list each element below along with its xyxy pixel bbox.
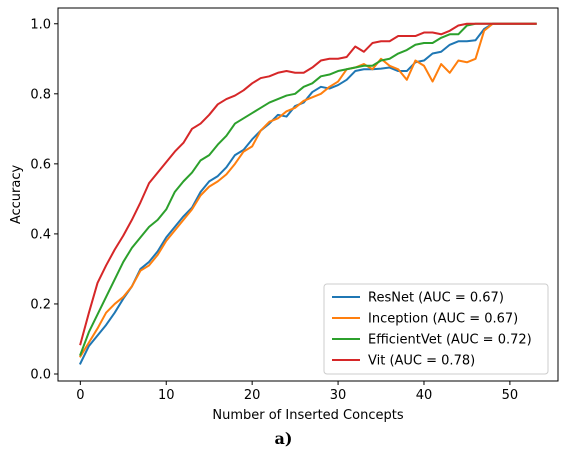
legend-entry-1: Inception (AUC = 0.67) (368, 312, 518, 327)
y-axis-label: Accuracy (9, 165, 24, 225)
legend-box (323, 283, 549, 375)
y-tick-label: 1.0 (30, 17, 51, 32)
figure-caption: a) (274, 429, 293, 448)
y-tick-label: 0.0 (30, 367, 51, 382)
plot-frame (57, 7, 559, 382)
series-layer (78, 22, 537, 365)
legend-entry-2: EfficientVet (AUC = 0.72) (368, 333, 532, 348)
legend-entry-0: ResNet (AUC = 0.67) (368, 291, 504, 306)
x-tick-label: 10 (158, 388, 175, 403)
x-tick-label: 30 (330, 388, 347, 403)
legend: ResNet (AUC = 0.67) Inception (AUC = 0.67… (323, 283, 549, 375)
y-axis-ticks: 0.0 0.2 0.4 0.6 0.8 1.0 (30, 17, 58, 382)
x-tick-label: 50 (502, 388, 519, 403)
x-tick-label: 0 (76, 388, 84, 403)
series-line-3 (79, 22, 537, 346)
y-tick-label: 0.8 (30, 87, 51, 102)
x-axis-ticks: 0 10 20 30 40 50 (76, 381, 518, 403)
y-tick-label: 0.4 (30, 227, 51, 242)
series-line-1 (78, 22, 537, 358)
series-line-0 (79, 22, 537, 365)
x-tick-label: 40 (416, 388, 433, 403)
x-axis-label: Number of Inserted Concepts (212, 408, 403, 423)
y-tick-label: 0.2 (30, 297, 51, 312)
y-tick-label: 0.6 (30, 157, 51, 172)
x-tick-label: 20 (244, 388, 261, 403)
legend-entry-3: Vit (AUC = 0.78) (368, 354, 475, 369)
series-line-2 (79, 22, 537, 357)
